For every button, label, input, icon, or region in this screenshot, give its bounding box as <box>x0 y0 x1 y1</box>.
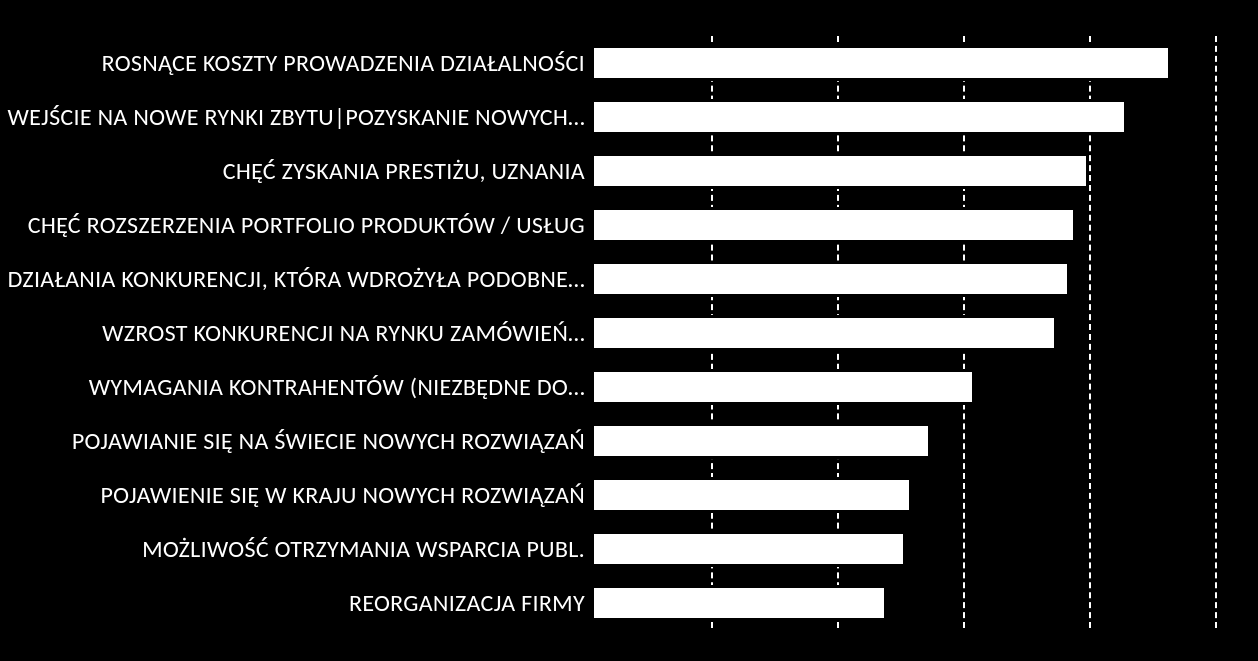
bar-track <box>591 477 1258 513</box>
bar-row: DZIAŁANIA KONKURENCJI, KTÓRA WDROŻYŁA PO… <box>0 252 1258 306</box>
category-label: POJAWIANIE SIĘ NA ŚWIECIE NOWYCH ROZWIĄZ… <box>0 427 591 456</box>
bar-row: POJAWIENIE SIĘ W KRAJU NOWYCH ROZWIĄZAŃ <box>0 468 1258 522</box>
bar-track <box>591 585 1258 621</box>
bar-row: REORGANIZACJA FIRMY <box>0 576 1258 630</box>
bar-track <box>591 369 1258 405</box>
bar-row: POJAWIANIE SIĘ NA ŚWIECIE NOWYCH ROZWIĄZ… <box>0 414 1258 468</box>
bar-row: CHĘĆ ROZSZERZENIA PORTFOLIO PRODUKTÓW / … <box>0 198 1258 252</box>
bar-row: WZROST KONKURENCJI NA RYNKU ZAMÓWIEŃ… <box>0 306 1258 360</box>
bar-row: WYMAGANIA KONTRAHENTÓW (NIEZBĘDNE DO… <box>0 360 1258 414</box>
category-label: CHĘĆ ZYSKANIA PRESTIŻU, UZNANIA <box>0 157 591 186</box>
bar <box>591 423 931 459</box>
category-label: WYMAGANIA KONTRAHENTÓW (NIEZBĘDNE DO… <box>0 373 591 402</box>
category-label: ROSNĄCE KOSZTY PROWADZENIA DZIAŁALNOŚCI <box>0 49 591 78</box>
bar-track <box>591 531 1258 567</box>
bar-row: WEJŚCIE NA NOWE RYNKI ZBYTU|POZYSKANIE N… <box>0 90 1258 144</box>
bar-track <box>591 423 1258 459</box>
bar <box>591 585 887 621</box>
bar-row: MOŻLIWOŚĆ OTRZYMANIA WSPARCIA PUBL. <box>0 522 1258 576</box>
bar-track <box>591 45 1258 81</box>
bar-row: CHĘĆ ZYSKANIA PRESTIŻU, UZNANIA <box>0 144 1258 198</box>
bar <box>591 369 975 405</box>
category-label: MOŻLIWOŚĆ OTRZYMANIA WSPARCIA PUBL. <box>0 535 591 564</box>
bar-track <box>591 315 1258 351</box>
bar <box>591 531 906 567</box>
bar-row: ROSNĄCE KOSZTY PROWADZENIA DZIAŁALNOŚCI <box>0 36 1258 90</box>
bar <box>591 315 1057 351</box>
category-label: REORGANIZACJA FIRMY <box>0 589 591 618</box>
bar <box>591 261 1070 297</box>
bar-track <box>591 207 1258 243</box>
bar-track <box>591 99 1258 135</box>
bar <box>591 99 1127 135</box>
category-label: DZIAŁANIA KONKURENCJI, KTÓRA WDROŻYŁA PO… <box>0 265 591 294</box>
bar-track <box>591 153 1258 189</box>
category-label: WEJŚCIE NA NOWE RYNKI ZBYTU|POZYSKANIE N… <box>0 103 591 132</box>
bar <box>591 45 1171 81</box>
bar <box>591 207 1076 243</box>
bar <box>591 477 912 513</box>
category-label: WZROST KONKURENCJI NA RYNKU ZAMÓWIEŃ… <box>0 319 591 348</box>
bar-track <box>591 261 1258 297</box>
bar <box>591 153 1089 189</box>
horizontal-bar-chart: ROSNĄCE KOSZTY PROWADZENIA DZIAŁALNOŚCI W… <box>0 0 1258 661</box>
category-label: CHĘĆ ROZSZERZENIA PORTFOLIO PRODUKTÓW / … <box>0 211 591 240</box>
category-label: POJAWIENIE SIĘ W KRAJU NOWYCH ROZWIĄZAŃ <box>0 481 591 510</box>
